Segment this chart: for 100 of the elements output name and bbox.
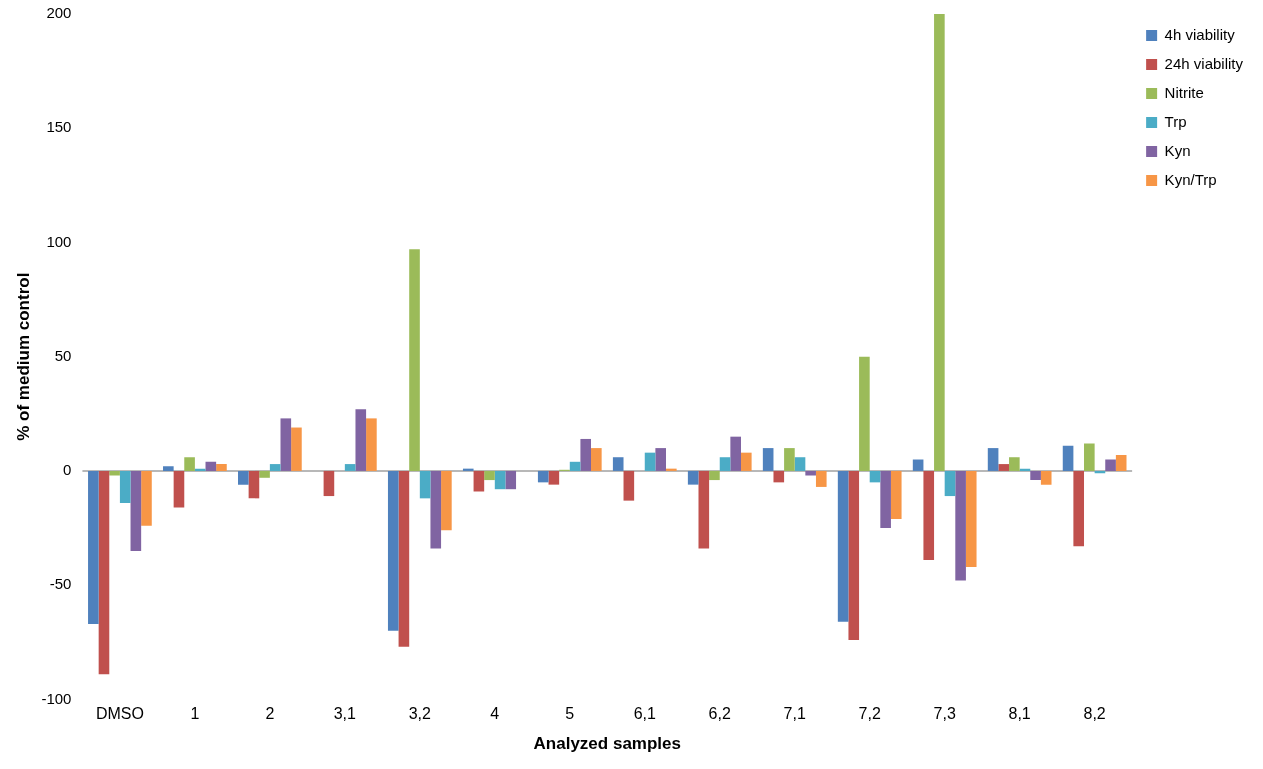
bar xyxy=(837,470,849,622)
bar xyxy=(794,457,806,471)
bar xyxy=(88,470,99,625)
bar xyxy=(1084,443,1095,471)
bar xyxy=(291,427,302,471)
bar xyxy=(130,470,142,551)
bar xyxy=(655,448,667,471)
bar xyxy=(1073,470,1085,547)
bar xyxy=(119,470,131,503)
bar xyxy=(409,249,420,471)
legend-label: Trp xyxy=(1164,112,1187,130)
bar xyxy=(141,470,152,526)
bar xyxy=(591,448,602,471)
bar xyxy=(805,470,816,476)
bar xyxy=(762,448,774,471)
bar xyxy=(869,470,881,483)
bar xyxy=(184,457,195,471)
bar xyxy=(815,470,827,487)
bar xyxy=(880,470,891,529)
x-tick-label: 6,1 xyxy=(633,705,656,723)
bar xyxy=(194,468,206,471)
bar xyxy=(173,470,185,508)
x-tick-label: 3,1 xyxy=(333,705,357,723)
bar xyxy=(1040,470,1052,485)
bar xyxy=(238,470,249,485)
bar xyxy=(430,470,442,549)
bar xyxy=(398,470,410,647)
x-tick-label: 8,2 xyxy=(1083,705,1106,723)
bar xyxy=(366,418,377,471)
bar xyxy=(1105,459,1116,471)
bar xyxy=(462,468,474,471)
x-tick-label: 2 xyxy=(265,705,275,723)
y-tick-label: 100 xyxy=(46,232,72,250)
x-axis-title: Analyzed samples xyxy=(533,734,681,754)
bar xyxy=(730,436,741,471)
bar xyxy=(473,470,485,492)
bar xyxy=(923,470,935,561)
y-axis-title: % of medium control xyxy=(13,272,33,441)
bar xyxy=(484,470,495,481)
bar xyxy=(355,409,367,471)
y-tick-label: 50 xyxy=(54,346,72,364)
bar xyxy=(569,461,581,471)
y-tick-label: 150 xyxy=(46,118,72,136)
bar xyxy=(623,470,635,501)
bar xyxy=(505,470,517,490)
x-tick-label: 7,3 xyxy=(933,705,956,723)
bar xyxy=(890,470,902,519)
legend-label: Kyn xyxy=(1164,141,1191,159)
bar xyxy=(323,470,335,497)
x-tick-label: DMSO xyxy=(95,705,144,723)
y-tick-label: -50 xyxy=(49,575,72,593)
bar xyxy=(987,448,999,471)
y-tick-label: 200 xyxy=(46,4,72,22)
bar xyxy=(269,464,281,471)
y-tick-label: 0 xyxy=(63,461,72,479)
bar xyxy=(998,464,1010,471)
bar xyxy=(965,470,977,567)
bar xyxy=(644,452,656,471)
x-tick-label: 7,2 xyxy=(858,705,881,723)
bar xyxy=(205,461,217,471)
legend-label: 24h viability xyxy=(1164,54,1244,72)
bar xyxy=(419,470,431,499)
bar xyxy=(666,468,677,471)
bar xyxy=(1009,457,1020,471)
bar xyxy=(955,470,966,581)
bar xyxy=(387,470,399,631)
bar xyxy=(784,448,795,471)
bar xyxy=(548,470,560,485)
bar xyxy=(740,452,752,471)
x-tick-label: 4 xyxy=(490,705,500,723)
bar xyxy=(709,470,720,481)
bar xyxy=(1115,454,1127,471)
bar xyxy=(280,418,292,471)
x-tick-label: 5 xyxy=(565,705,575,723)
x-tick-label: 7,1 xyxy=(783,705,806,723)
bar xyxy=(944,470,956,497)
bar xyxy=(934,14,945,471)
legend-label: 4h viability xyxy=(1164,25,1236,43)
bar xyxy=(1030,470,1041,481)
y-tick-label: -100 xyxy=(41,689,72,707)
legend-label: Kyn/Trp xyxy=(1164,170,1217,188)
bar xyxy=(537,470,549,483)
bar xyxy=(163,466,174,471)
bar xyxy=(344,464,356,471)
bar xyxy=(773,470,785,483)
bar xyxy=(216,464,227,471)
bar xyxy=(259,470,270,478)
bar xyxy=(248,470,260,499)
bar xyxy=(687,470,699,485)
x-tick-label: 1 xyxy=(190,705,200,723)
x-tick-label: 3,2 xyxy=(408,705,432,723)
bar xyxy=(698,470,710,549)
bar xyxy=(719,457,731,471)
bar xyxy=(612,457,624,471)
bar xyxy=(1062,445,1074,471)
legend-label: Nitrite xyxy=(1164,83,1204,101)
x-tick-label: 6,2 xyxy=(708,705,731,723)
bar xyxy=(109,470,120,476)
bar xyxy=(580,438,592,471)
x-tick-label: 8,1 xyxy=(1008,705,1031,723)
